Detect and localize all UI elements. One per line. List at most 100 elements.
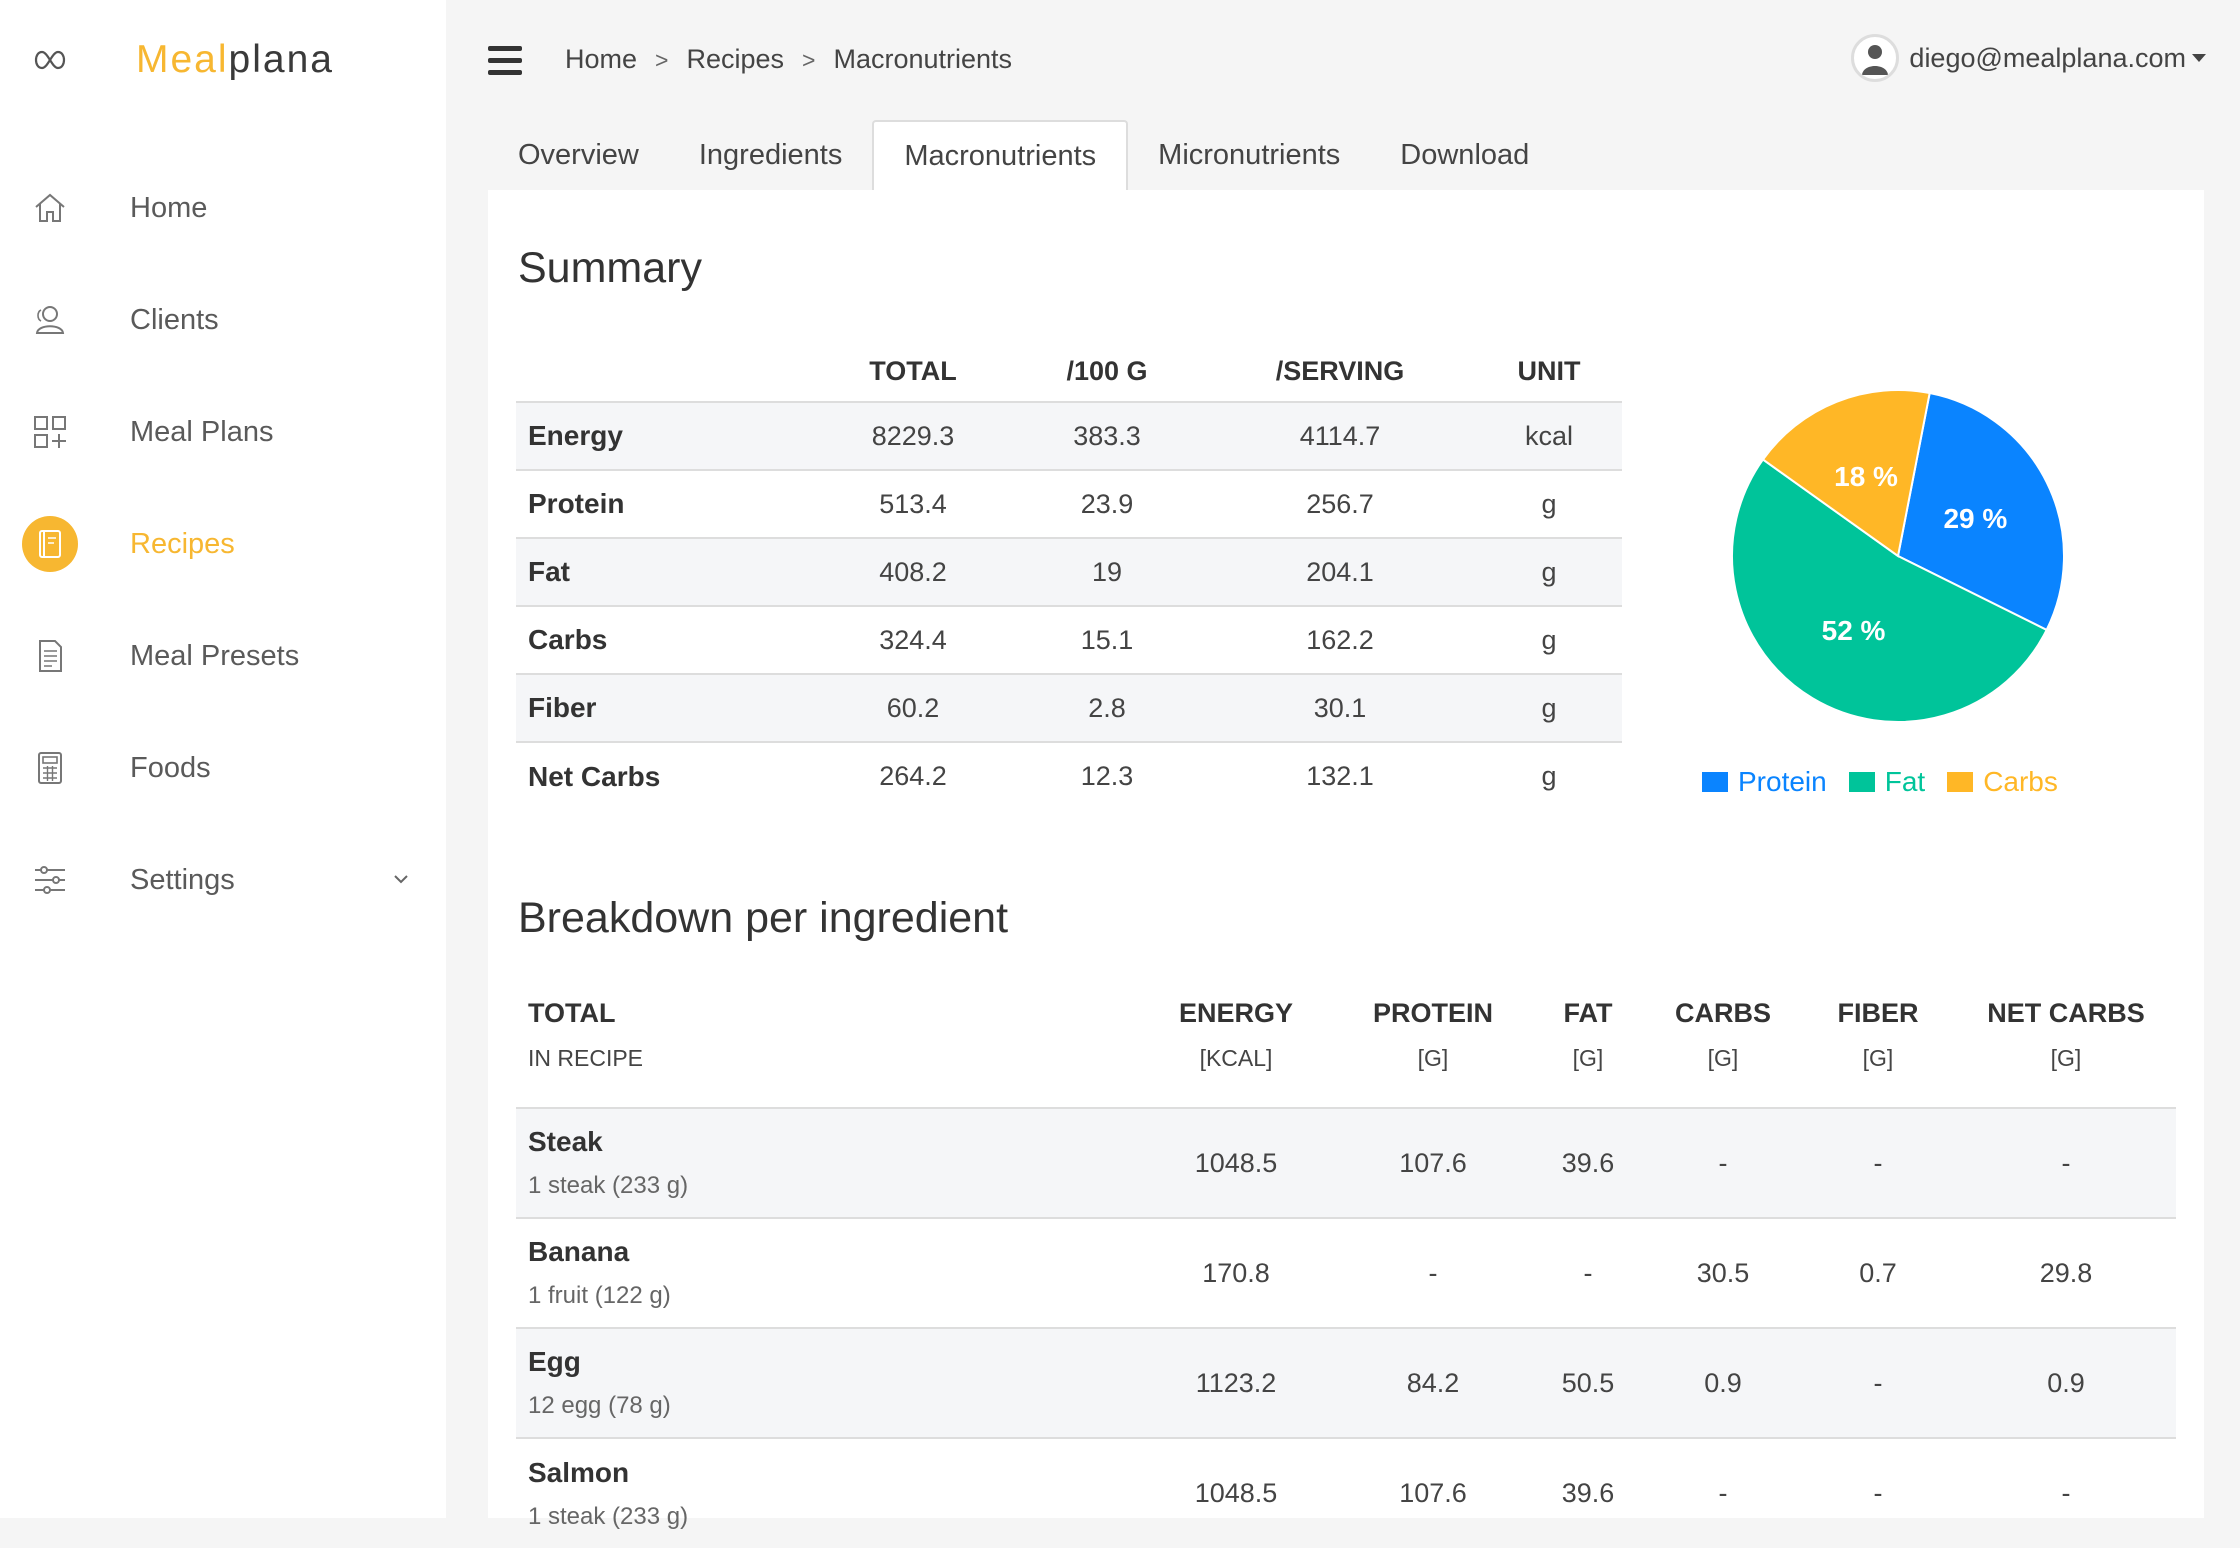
document-list-icon <box>30 636 70 676</box>
summary-cell-unit: g <box>1476 605 1622 674</box>
pie-label-fat: 52 % <box>1822 615 1886 646</box>
breakdown-table: TOTAL IN RECIPE ENERGY [KCAL] PROTEIN [G] F… <box>516 998 2176 1548</box>
summary-row: Carbs 324.4 15.1 162.2 g <box>516 605 1622 674</box>
sidebar-item-home[interactable]: Home <box>0 152 446 264</box>
breakdown-cell-fat: 39.6 <box>1530 1107 1646 1218</box>
ingredient-name: Salmon <box>528 1456 630 1488</box>
summary-cell-unit: g <box>1476 741 1622 810</box>
sidebar-item-foods[interactable]: Foods <box>0 712 446 824</box>
breakdown-header: ENERGY [KCAL] <box>1178 998 1294 1071</box>
pie-slice-protein[interactable] <box>1896 391 2065 632</box>
summary-cell-name: Fat <box>516 537 816 606</box>
ingredient-cell: Salmon 1 steak (233 g) <box>516 1437 1136 1548</box>
sidebar-item-recipes[interactable]: Recipes <box>0 488 446 600</box>
breadcrumb-home[interactable]: Home <box>565 44 638 74</box>
users-icon <box>30 300 70 340</box>
breakdown-header: PROTEIN [G] <box>1372 998 1493 1071</box>
breakdown-cell-fat: - <box>1530 1217 1646 1328</box>
content-card: Summary TOTAL /100 G /SERVING UNIT Energ… <box>488 190 2204 1548</box>
breakdown-cell-fiber: - <box>1800 1107 1956 1218</box>
table-row: Banana 1 fruit (122 g) 170.8- -30.5 0.7 29.8 <box>516 1217 2176 1328</box>
infinity-logo-icon <box>34 50 66 70</box>
summary-cell-unit: g <box>1476 469 1622 538</box>
summary-cell-total: 264.2 <box>816 741 1010 810</box>
sidebar-item-label: Clients <box>130 303 219 336</box>
breakdown-cell-fiber: - <box>1800 1327 1956 1438</box>
summary-cell-total: 8229.3 <box>816 401 1010 470</box>
table-row: Egg 12 egg (78 g) 1123.2 84.2 50.5 0.9-0.9 <box>516 1327 2176 1438</box>
sidebar-item-label: Meal Plans <box>130 415 274 448</box>
breakdown-cell-net: 29.8 <box>1956 1217 2176 1328</box>
summary-cell-total: 513.4 <box>816 469 1010 538</box>
breakdown-cell-carbs: - <box>1646 1107 1800 1218</box>
breakdown-cell-energy: 170.8 <box>1136 1217 1336 1328</box>
summary-cell-per100: 19 <box>1010 537 1204 606</box>
breakdown-cell-net: - <box>1956 1437 2176 1548</box>
table-row: Salmon 1 steak (233 g) 1048.5 107.6 39.6- - - <box>516 1437 2176 1548</box>
chevron-down-icon[interactable] <box>390 868 412 890</box>
summary-row: Fiber 60.2 2.8 30.1 g <box>516 673 1622 742</box>
summary-cell-name: Fiber <box>516 673 816 742</box>
summary-row: Energy 8229.3 383.3 4114.7 kcal <box>516 401 1622 470</box>
sidebar-item-clients[interactable]: Clients <box>0 264 446 376</box>
breakdown-cell-net: 0.9 <box>1956 1327 2176 1438</box>
hamburger-menu-icon[interactable] <box>488 46 522 76</box>
sidebar-item-meal-presets[interactable]: Meal Presets <box>0 600 446 712</box>
breakdown-cell-fat: 39.6 <box>1530 1437 1646 1548</box>
sidebar: Mealplana Home Clients Meal Plans Recipe… <box>0 0 446 1518</box>
summary-header: /SERVING <box>1275 356 1405 386</box>
summary-table: TOTAL /100 G /SERVING UNIT Energy 8229.3 3… <box>516 342 1622 810</box>
summary-cell-per100: 383.3 <box>1010 401 1204 470</box>
breadcrumb: Home > Recipes > Macronutrients <box>565 44 1012 76</box>
summary-cell-name: Net Carbs <box>516 741 816 810</box>
tab-bar: Overview Ingredients Macronutrients Micr… <box>488 120 1559 190</box>
pie-label-carbs: 18 % <box>1834 461 1898 492</box>
recipe-book-icon <box>22 516 78 572</box>
ingredient-cell: Banana 1 fruit (122 g) <box>516 1217 1136 1328</box>
table-row: Steak 1 steak (233 g) 1048.5 107.6 39.6- - - <box>516 1107 2176 1218</box>
breakdown-cell-protein: - <box>1336 1217 1530 1328</box>
ingredient-name: Steak <box>528 1126 603 1157</box>
pie-slice-fat[interactable] <box>1731 458 2048 723</box>
summary-cell-name: Protein <box>516 469 816 538</box>
pie-slice-carbs[interactable] <box>1761 389 1931 558</box>
sidebar-item-meal-plans[interactable]: Meal Plans <box>0 376 446 488</box>
calculator-icon <box>30 748 70 788</box>
legend-item-carbs[interactable]: Carbs <box>1947 766 2058 798</box>
logo-text: Mealplana <box>136 38 334 81</box>
legend-item-fat[interactable]: Fat <box>1848 766 1926 798</box>
breakdown-cell-protein: 84.2 <box>1336 1327 1530 1438</box>
sidebar-item-settings[interactable]: Settings <box>0 824 446 936</box>
app-logo[interactable]: Mealplana <box>30 36 334 84</box>
legend-label: Carbs <box>1983 766 2058 797</box>
tab-ingredients[interactable]: Ingredients <box>698 138 843 171</box>
tab-micronutrients[interactable]: Micronutrients <box>1158 138 1341 171</box>
tab-download[interactable]: Download <box>1400 138 1530 171</box>
breakdown-header: TOTAL IN RECIPE <box>528 998 644 1071</box>
ingredient-cell: Steak 1 steak (233 g) <box>516 1107 1136 1218</box>
tab-macronutrients[interactable]: Macronutrients <box>872 120 1129 190</box>
summary-title: Summary <box>518 244 702 292</box>
breakdown-title: Breakdown per ingredient <box>518 894 1009 942</box>
legend-label: Fat <box>1884 766 1926 797</box>
sidebar-item-label: Recipes <box>130 527 235 560</box>
legend-swatch <box>1848 772 1875 792</box>
breakdown-cell-energy: 1048.5 <box>1136 1107 1336 1218</box>
breadcrumb-separator: > <box>802 47 816 73</box>
summary-cell-serving: 256.7 <box>1204 469 1476 538</box>
summary-cell-name: Carbs <box>516 605 816 674</box>
ingredient-serving: 1 fruit (122 g) <box>528 1282 671 1309</box>
summary-cell-serving: 162.2 <box>1204 605 1476 674</box>
summary-cell-per100: 12.3 <box>1010 741 1204 810</box>
summary-row: Protein 513.4 23.9 256.7 g <box>516 469 1622 538</box>
legend-swatch <box>1947 772 1974 792</box>
summary-cell-per100: 15.1 <box>1010 605 1204 674</box>
breadcrumb-recipes[interactable]: Recipes <box>686 44 785 74</box>
legend-item-protein[interactable]: Protein <box>1702 766 1827 798</box>
breakdown-cell-protein: 107.6 <box>1336 1107 1530 1218</box>
tab-overview[interactable]: Overview <box>518 138 639 171</box>
breadcrumb-separator: > <box>655 47 669 73</box>
user-menu[interactable]: diego@mealplana.com <box>1851 34 2206 82</box>
breakdown-cell-carbs: - <box>1646 1437 1800 1548</box>
summary-header: /100 G <box>1066 356 1148 386</box>
